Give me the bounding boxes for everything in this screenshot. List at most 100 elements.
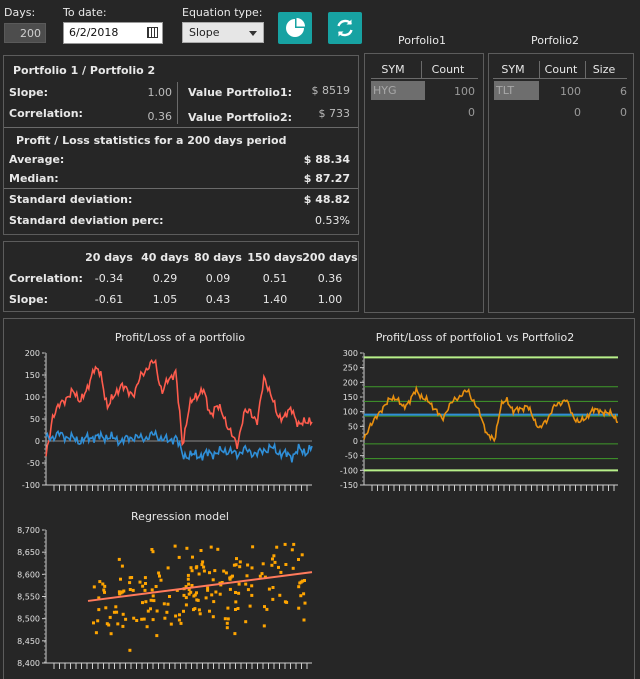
stats-title: Portfolio 1 / Portfolio 2: [13, 64, 156, 77]
chart3-point: [158, 574, 161, 578]
chart3-point: [235, 557, 238, 561]
chart3-point: [186, 573, 190, 577]
chart3-point: [245, 574, 249, 578]
chart3-point: [228, 577, 232, 581]
chart3-point: [174, 614, 178, 618]
chart3-point: [117, 590, 121, 594]
chart3-point: [234, 563, 238, 567]
chart3-point: [177, 618, 181, 622]
days-input[interactable]: 200: [4, 23, 46, 43]
chart1-series-line: [45, 358, 313, 457]
value-portfolio1-label: Value Portfolio1:: [188, 86, 293, 99]
chart3-point: [150, 548, 154, 551]
chart3-point: [225, 621, 229, 625]
chart3-point: [211, 578, 215, 582]
p2-sym-text: TLT: [496, 84, 515, 97]
chart3-point: [300, 553, 304, 557]
chart1-y-tick-label: 0: [35, 437, 40, 446]
chart3-point: [146, 609, 150, 613]
chart3-point: [179, 621, 183, 625]
p2-sym-cell[interactable]: TLT: [494, 81, 539, 100]
portfolio2-header: Porfolio2: [531, 34, 579, 47]
chart3-point: [301, 579, 305, 583]
chart3-point: [228, 587, 232, 591]
chart3-point: [189, 566, 193, 570]
period-correlation-value: 0.36: [317, 272, 343, 285]
chart3-point: [302, 618, 306, 622]
chart3-point: [270, 563, 274, 567]
chart3-point: [141, 584, 145, 588]
value-portfolio2-label: Value Portfolio2:: [188, 111, 293, 124]
p2-col-header: Count: [544, 63, 578, 76]
p1-col-divider: [421, 61, 422, 79]
chart3-point: [190, 569, 194, 573]
chart1-svg: 200 150 100 50 0 -50 -100: [22, 349, 313, 491]
period-header: 20 days: [85, 251, 133, 264]
equation-type-select[interactable]: Slope: [182, 22, 264, 43]
chart3-point: [206, 586, 210, 590]
chart3-point: [201, 560, 205, 564]
period-header: 150 days: [247, 251, 303, 264]
chart3-point: [263, 575, 267, 579]
p2-count-cell: 0: [574, 106, 581, 119]
period-correlation-value: 0.29: [152, 272, 178, 285]
chart3-point: [151, 618, 155, 622]
chart3-point: [302, 592, 306, 596]
refresh-button[interactable]: [328, 12, 362, 44]
portfolio1-panel: SYM Count HYG 100 0: [364, 53, 484, 313]
chart3-point: [248, 604, 252, 608]
chart3-point: [98, 580, 102, 584]
refresh-icon: [337, 19, 353, 37]
chart3-point: [226, 606, 230, 610]
equation-type-label: Equation type:: [182, 6, 263, 19]
chart3-point: [197, 572, 201, 576]
chart1-y-tick-label: 150: [25, 371, 40, 380]
pie-chart-button[interactable]: [278, 12, 312, 44]
chart3-point: [236, 607, 240, 610]
chart3-point: [284, 563, 288, 566]
chart3-point: [165, 610, 169, 614]
chart1-y-tick-label: -50: [27, 459, 40, 468]
average-label: Average:: [9, 153, 65, 166]
chart2-y-tick-label: -150: [340, 481, 358, 490]
chart3-point: [232, 563, 236, 567]
chart3-point: [237, 582, 241, 586]
chart3-point: [244, 620, 248, 624]
chart3-point: [216, 547, 220, 551]
chart3-point: [112, 610, 116, 614]
chart2-y-tick-label: 50: [348, 422, 358, 431]
chart3-point: [213, 569, 217, 573]
p2-col-header: Size: [592, 63, 616, 76]
chart3-point: [144, 600, 148, 604]
calendar-icon[interactable]: [147, 27, 158, 38]
p1-sym-cell[interactable]: HYG: [371, 81, 425, 100]
chart3-point: [224, 571, 228, 575]
to-date-value: 6/2/2018: [69, 26, 119, 39]
chart3-point: [220, 581, 224, 584]
chart3-regression-line: [87, 571, 313, 602]
period-slope-value: 1.40: [262, 293, 288, 306]
chart3-point: [218, 592, 222, 596]
chart3-point: [97, 608, 101, 612]
chart3-point: [128, 576, 132, 580]
median-value: $ 87.27: [303, 172, 350, 185]
chart3-point: [168, 595, 171, 598]
p2-col-divider: [585, 61, 586, 79]
chart2-y-tick-label: 250: [343, 364, 358, 373]
to-date-input[interactable]: 6/2/2018: [63, 22, 163, 44]
chart1-y-tick-label: 200: [25, 349, 40, 358]
period-slope-value: 1.05: [152, 293, 178, 306]
period-slope-value: 1.00: [317, 293, 343, 306]
chart3-point: [116, 622, 120, 626]
chart3-point: [107, 623, 111, 627]
chart3-title: Regression model: [131, 510, 229, 523]
chart3-point: [200, 563, 204, 567]
p1-header-divider: [371, 78, 478, 79]
chart3-point: [97, 596, 101, 600]
chart3-point: [202, 565, 206, 569]
days-value: 200: [20, 27, 41, 40]
chart3-point: [132, 616, 136, 620]
period-slope-label: Slope:: [9, 293, 48, 306]
chart3-point: [263, 605, 266, 609]
chart3-point: [149, 607, 152, 611]
